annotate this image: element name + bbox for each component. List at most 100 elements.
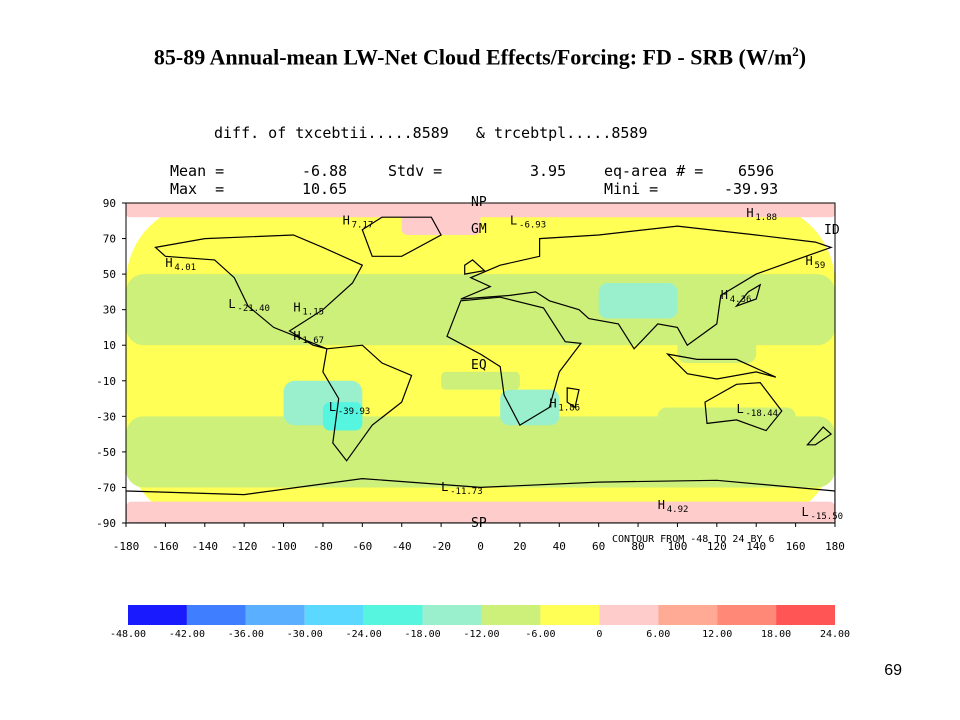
extremum-letter: H [293,329,300,343]
colorbar-label: 0 [596,629,602,640]
south-pole-label: SP [471,516,487,531]
extremum-marker: H 1.88 [746,206,777,223]
extremum-marker: L -11.73 [441,480,483,497]
x-tick-label: -160 [152,540,179,553]
x-tick-label: 160 [786,540,806,553]
colorbar-swatch [245,605,305,625]
extremum-value: 1.88 [755,213,777,223]
colorbar-label: -36.00 [228,629,264,640]
heatmap-region [126,345,835,390]
colorbar-swatch [128,605,187,625]
colorbar-label: -48.00 [110,629,146,640]
colorbar-label: 18.00 [761,629,791,640]
extremum-letter: H [165,256,172,270]
extremum-letter: H [343,213,350,227]
greenwich-label: GM [471,222,487,237]
extremum-value: -11.73 [450,487,483,497]
stdv-label: Stdv = [388,162,443,180]
extremum-value: -39.93 [338,407,371,417]
x-tick-label: 100 [668,540,688,553]
x-tick-label: -180 [113,540,140,553]
coastline [322,344,413,462]
extremum-value: 7.17 [352,220,374,230]
plot-header-line: diff. of txcebtii.....8589 & trcebtpl...… [214,124,648,142]
coastline [806,426,833,446]
coastline [464,259,486,275]
colorbar-label: -24.00 [346,629,382,640]
heatmap-region [677,327,757,363]
colorbar-swatch [658,605,718,625]
extremum-value: 4.92 [667,505,689,515]
y-tick-label: -50 [96,446,116,459]
extremum-value: 4.01 [174,263,196,273]
title-close-paren: ) [798,44,807,70]
y-tick-label: 70 [103,233,116,246]
x-tick-label: 20 [513,540,526,553]
extremum-marker: H 1.67 [293,329,324,346]
extremum-letter: L [441,480,448,494]
colorbar-label: 6.00 [646,629,670,640]
extremum-value: -6.93 [519,220,546,230]
extremum-value: -18.44 [746,409,779,419]
colorbar-swatch [186,605,246,625]
extremum-marker: H 7.17 [343,213,374,230]
x-tick-label: 140 [746,540,766,553]
heatmap-region [441,371,520,390]
coastline [361,216,442,257]
y-tick-label: 90 [103,197,116,210]
extremum-value: 4.36 [730,295,752,305]
extremum-value: -21.40 [237,304,270,314]
page-number: 69 [884,662,902,679]
extremum-marker: L -15.50 [802,505,844,522]
extremum-marker: H 59 [805,254,825,271]
x-tick-label: -40 [392,540,412,553]
extremum-marker: L -6.93 [510,213,546,230]
colorbar-swatch [599,605,659,625]
y-tick-label: -10 [96,375,116,388]
page-title: 85-89 Annual-mean LW-Net Cloud Effects/F… [0,44,960,70]
coastline [665,353,777,380]
colorbar-label: -42.00 [169,629,205,640]
extremum-value: 1.86 [558,403,580,413]
x-tick-label: -100 [270,540,297,553]
colorbar-label: -30.00 [287,629,323,640]
x-tick-label: 0 [477,540,484,553]
colorbar-label: -6.00 [525,629,555,640]
mini-value: -39.93 [724,180,779,198]
extremum-marker: L -21.40 [228,297,270,314]
extremum-letter: H [549,396,556,410]
y-tick-label: 10 [103,339,116,352]
eqarea-value: 6596 [738,162,775,180]
x-tick-label: 180 [825,540,845,553]
north-pole-label: NP [471,195,487,210]
heatmap-region [322,402,363,431]
colorbar-swatch [540,605,600,625]
extremum-letter: L [329,400,336,414]
extremum-marker: H 4.92 [658,498,689,515]
y-tick-label: 30 [103,304,116,317]
heatmap-region [244,283,304,328]
coastline [154,234,364,350]
extremum-value: 1.15 [302,307,324,317]
colorbar-swatch [776,605,835,625]
coastline [566,387,580,409]
extremum-value: 1.67 [302,336,324,346]
colorbar-label: -12.00 [463,629,499,640]
dateline-label: ID [824,223,840,238]
x-tick-label: -120 [231,540,258,553]
stdv-value: 3.95 [530,162,567,180]
extremum-letter: L [228,297,235,311]
x-tick-label: -60 [352,540,372,553]
coastline [126,477,835,523]
x-tick-label: -140 [192,540,219,553]
y-tick-label: 50 [103,268,116,281]
x-tick-label: 60 [592,540,605,553]
x-tick-label: 80 [631,540,644,553]
extremum-marker: H 4.01 [165,256,196,273]
x-tick-label: -80 [313,540,333,553]
heatmap-region [126,501,835,523]
colorbar-label: -18.00 [405,629,441,640]
extremum-value: -15.50 [811,512,844,522]
x-tick-label: -20 [431,540,451,553]
